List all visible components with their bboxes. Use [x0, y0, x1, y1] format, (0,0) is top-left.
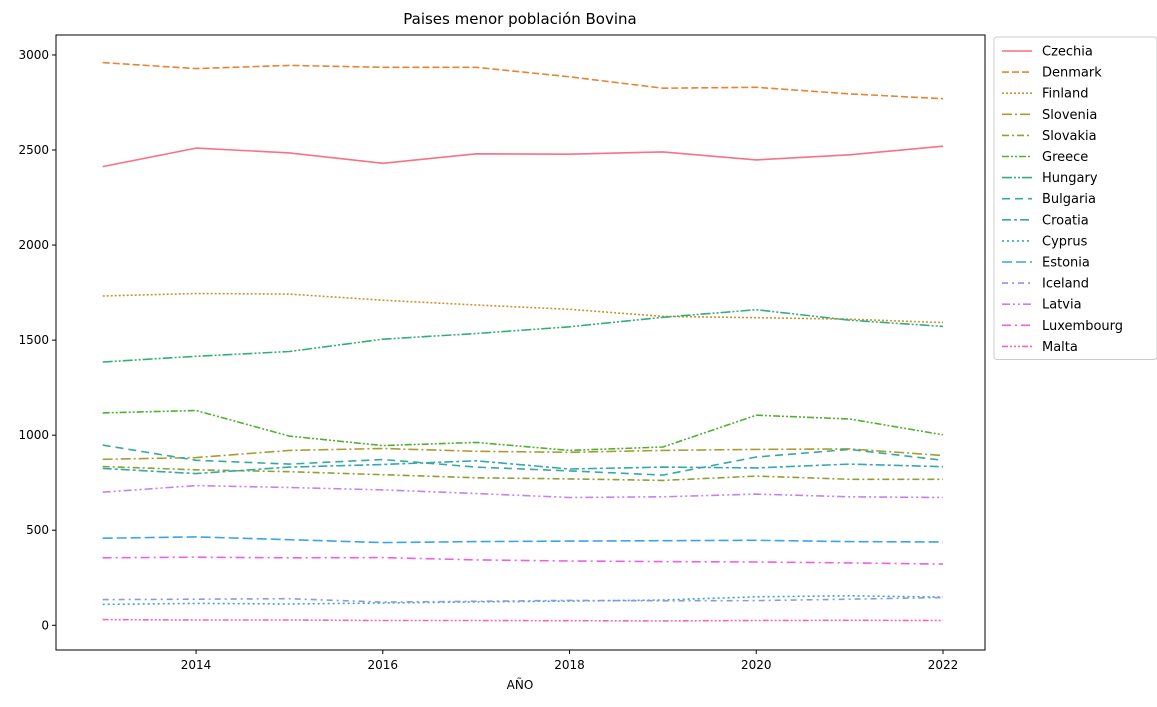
legend-label: Luxembourg [1042, 319, 1123, 334]
series-line-slovenia [102, 447, 944, 461]
y-tick-label: 2000 [18, 238, 49, 252]
series-line-czechia [102, 145, 944, 168]
series-line-greece [102, 409, 944, 452]
legend-label: Croatia [1042, 213, 1089, 228]
y-tick-label: 1000 [18, 428, 49, 442]
plot-area: 0 500 1000 1500 2000 2500 3000 2014 2016 2018 2020… [18, 34, 986, 672]
y-tick-label: 3000 [18, 48, 49, 62]
series-line-denmark [102, 61, 944, 100]
legend-label: Slovakia [1042, 129, 1097, 144]
series-line-croatia [102, 459, 944, 475]
series-line-luxembourg [102, 556, 944, 565]
series-line-latvia [102, 484, 944, 499]
x-axis-label: AÑO [507, 677, 534, 692]
series-line-estonia [102, 536, 944, 544]
x-tick-label: 2018 [554, 658, 585, 672]
plot-frame [55, 34, 986, 651]
legend-label: Bulgaria [1042, 192, 1096, 207]
series-line-malta [102, 618, 944, 622]
legend-label: Latvia [1042, 298, 1082, 313]
series-line-finland [102, 292, 944, 324]
x-tick-label: 2016 [368, 658, 399, 672]
legend-label: Estonia [1042, 256, 1090, 271]
x-tick-label: 2014 [181, 658, 212, 672]
legend-label: Iceland [1042, 277, 1089, 292]
x-tick-label: 2022 [928, 658, 959, 672]
legend-label: Greece [1042, 150, 1088, 165]
legend-label: Denmark [1042, 66, 1102, 81]
chart-title: Paises menor población Bovina [403, 10, 636, 28]
legend-label: Slovenia [1042, 108, 1097, 123]
y-tick-label: 2500 [18, 143, 49, 157]
series-line-bulgaria [102, 444, 944, 476]
y-tick-label: 1500 [18, 333, 49, 347]
series-line-iceland [102, 596, 944, 603]
legend-label: Czechia [1042, 45, 1093, 60]
legend-label: Malta [1042, 340, 1078, 355]
legend-label: Hungary [1042, 171, 1098, 186]
series-line-hungary [102, 308, 944, 363]
legend-box [993, 36, 1157, 360]
legend-label: Cyprus [1042, 234, 1088, 249]
y-tick-label: 500 [26, 523, 49, 537]
x-tick-label: 2020 [741, 658, 772, 672]
legend: Czechia Denmark Finland Slovenia Slovakia Gre… [993, 36, 1157, 360]
y-tick-label: 0 [41, 618, 49, 632]
legend-label: Finland [1042, 87, 1088, 102]
